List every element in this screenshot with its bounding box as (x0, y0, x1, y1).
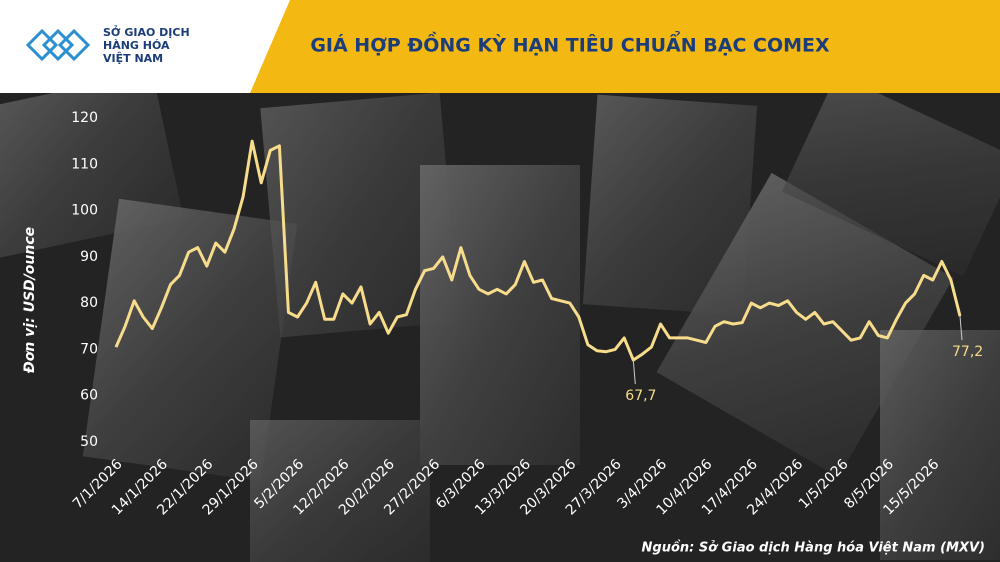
line (114, 139, 962, 362)
value-label: 67,7 (625, 388, 656, 404)
value-label: 77,2 (952, 344, 983, 360)
y-axis-label: Đơn vị: USD/ounce (22, 227, 38, 374)
y-tick-label: 90 (80, 249, 98, 265)
chart-title: GIÁ HỢP ĐỒNG KỲ HẠN TIÊU CHUẨN BẠC COMEX (310, 31, 830, 57)
y-tick-label: 50 (80, 434, 98, 450)
source: Nguồn: Sở Giao dịch Hàng hóa Việt Nam (M… (642, 541, 985, 556)
header: SỞ GIAO DỊCH HÀNG HÓA VIỆT NAM GIÁ HỢP Đ… (0, 0, 1000, 93)
y-tick-label: 110 (71, 156, 98, 172)
y-tick-label: 80 (80, 295, 98, 311)
y-tick-label: 70 (80, 341, 98, 357)
logo-text: VIỆT NAM (103, 52, 163, 65)
logo-text: HÀNG HÓA (103, 39, 170, 52)
label-leader (632, 360, 636, 385)
label-leader (959, 316, 963, 341)
y-tick-label: 100 (71, 203, 98, 219)
y-tick-label: 60 (80, 388, 98, 404)
y-tick-label: 120 (71, 110, 98, 126)
logo-text: SỞ GIAO DỊCH (103, 25, 190, 39)
